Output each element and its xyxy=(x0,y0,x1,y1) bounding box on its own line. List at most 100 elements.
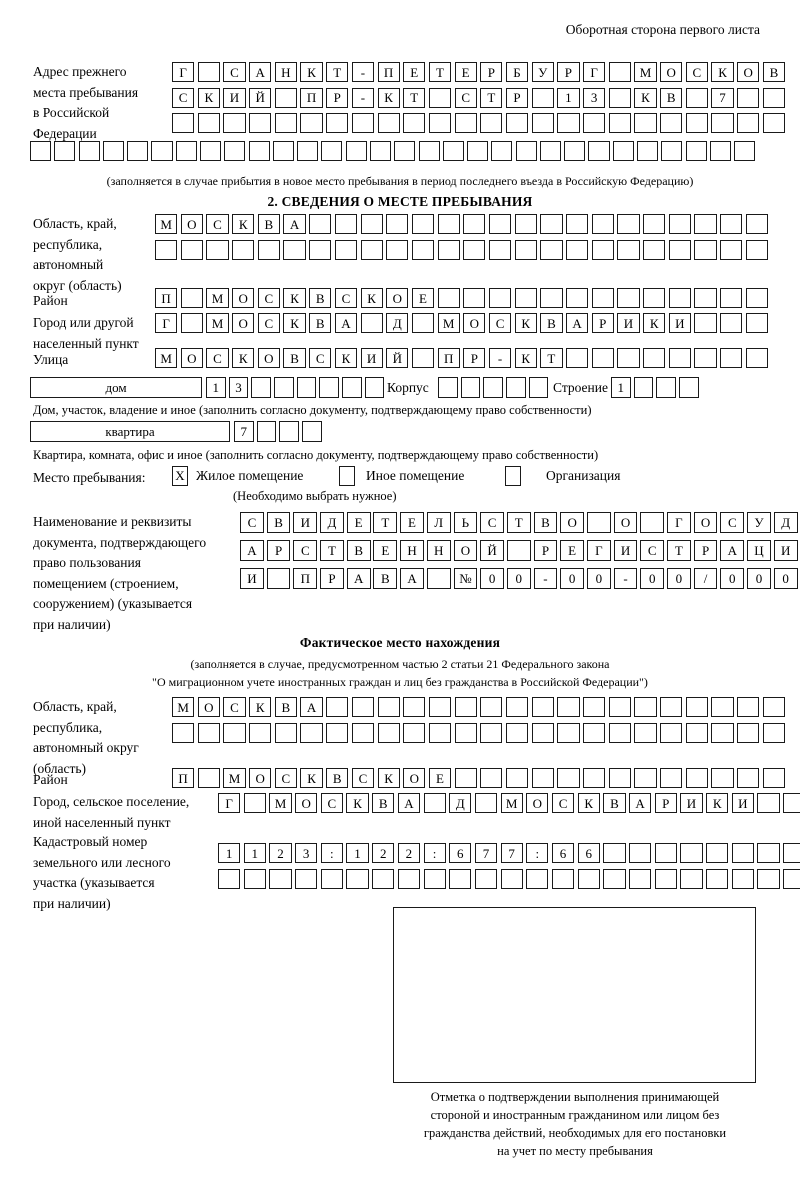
char-cell[interactable]: Р xyxy=(480,62,503,82)
char-cell[interactable]: Г xyxy=(218,793,241,813)
char-cell[interactable] xyxy=(266,568,291,589)
char-cell[interactable]: В xyxy=(533,512,558,533)
char-cell[interactable] xyxy=(634,768,657,788)
char-cell[interactable] xyxy=(557,113,580,133)
char-cell[interactable] xyxy=(428,722,452,743)
char-cell[interactable]: О xyxy=(560,512,585,533)
char-cell[interactable]: Ц xyxy=(747,540,771,561)
char-cell[interactable]: К xyxy=(514,348,537,368)
char-cell[interactable] xyxy=(737,722,760,743)
char-cell[interactable]: № xyxy=(453,568,478,589)
char-cell[interactable]: Р xyxy=(326,87,349,108)
char-cell[interactable]: И xyxy=(731,793,754,813)
char-cell[interactable]: Й xyxy=(249,87,272,108)
char-cell[interactable] xyxy=(295,868,318,889)
char-cell[interactable]: М xyxy=(634,62,657,82)
char-cell[interactable] xyxy=(720,313,743,333)
char-cell[interactable] xyxy=(223,113,246,133)
char-cell[interactable] xyxy=(668,288,691,308)
char-cell[interactable] xyxy=(637,141,659,161)
char-cell[interactable] xyxy=(243,868,266,889)
char-cell[interactable]: 0 xyxy=(773,568,798,589)
char-cell[interactable] xyxy=(557,768,580,788)
char-cell[interactable] xyxy=(551,868,575,889)
char-cell[interactable]: С xyxy=(351,768,374,788)
char-cell[interactable]: 7 xyxy=(711,87,734,108)
char-cell[interactable] xyxy=(172,113,195,133)
char-cell[interactable] xyxy=(283,239,306,260)
char-cell[interactable]: Д xyxy=(320,512,344,533)
char-cell[interactable] xyxy=(403,113,426,133)
char-cell[interactable]: 0 xyxy=(667,568,691,589)
char-cell[interactable]: И xyxy=(223,87,246,108)
stay-type-option-label-1[interactable]: Жилое помещение xyxy=(196,468,304,483)
char-cell[interactable] xyxy=(720,214,743,234)
char-cell[interactable] xyxy=(403,697,426,717)
char-cell[interactable]: - xyxy=(613,568,638,589)
char-cell[interactable] xyxy=(654,843,677,863)
char-cell[interactable] xyxy=(745,239,768,260)
char-cell[interactable]: С xyxy=(293,540,318,561)
char-cell[interactable]: М xyxy=(269,793,292,813)
char-cell[interactable]: В xyxy=(257,214,280,234)
char-cell[interactable]: 1 xyxy=(557,87,580,108)
char-cell[interactable]: О xyxy=(295,793,318,813)
char-cell[interactable]: П xyxy=(377,62,400,82)
char-cell[interactable] xyxy=(127,141,149,161)
char-cell[interactable] xyxy=(531,722,554,743)
char-cell[interactable] xyxy=(588,141,610,161)
char-cell[interactable] xyxy=(583,697,606,717)
char-cell[interactable]: М xyxy=(206,288,229,308)
char-cell[interactable]: Т xyxy=(320,540,344,561)
char-cell[interactable]: К xyxy=(577,793,600,813)
char-cell[interactable] xyxy=(505,697,529,717)
char-cell[interactable] xyxy=(566,214,589,234)
char-cell[interactable] xyxy=(279,421,299,442)
char-cell[interactable] xyxy=(566,348,589,368)
char-cell[interactable] xyxy=(224,141,246,161)
char-cell[interactable] xyxy=(762,113,785,133)
char-cell[interactable] xyxy=(248,141,270,161)
char-cell[interactable]: Е xyxy=(346,512,371,533)
char-cell[interactable] xyxy=(709,141,731,161)
char-cell[interactable] xyxy=(463,214,486,234)
char-cell[interactable] xyxy=(437,288,460,308)
char-cell[interactable]: Р xyxy=(591,313,614,333)
char-cell[interactable]: Н xyxy=(426,540,451,561)
char-cell[interactable] xyxy=(634,113,657,133)
char-cell[interactable] xyxy=(737,87,760,108)
char-cell[interactable]: А xyxy=(240,540,264,561)
char-cell[interactable] xyxy=(437,214,460,234)
char-cell[interactable] xyxy=(612,141,634,161)
char-cell[interactable] xyxy=(372,868,395,889)
char-cell[interactable]: Т xyxy=(480,87,503,108)
char-cell[interactable] xyxy=(505,768,529,788)
char-cell[interactable]: С xyxy=(223,697,246,717)
char-cell[interactable]: Е xyxy=(411,288,435,308)
char-cell[interactable] xyxy=(377,113,400,133)
char-cell[interactable]: А xyxy=(400,568,424,589)
char-cell[interactable]: Д xyxy=(449,793,472,813)
char-cell[interactable] xyxy=(762,87,785,108)
char-cell[interactable]: К xyxy=(643,313,666,333)
char-cell[interactable] xyxy=(685,697,708,717)
char-cell[interactable]: А xyxy=(300,697,323,717)
char-cell[interactable] xyxy=(531,697,554,717)
char-cell[interactable]: Д xyxy=(773,512,798,533)
char-cell[interactable] xyxy=(403,722,426,743)
char-cell[interactable] xyxy=(694,239,717,260)
char-cell[interactable] xyxy=(711,768,734,788)
char-cell[interactable]: Р xyxy=(505,87,529,108)
char-cell[interactable] xyxy=(480,697,503,717)
char-cell[interactable] xyxy=(394,141,416,161)
char-cell[interactable] xyxy=(386,239,409,260)
char-cell[interactable] xyxy=(557,722,580,743)
char-cell[interactable] xyxy=(757,868,780,889)
char-cell[interactable] xyxy=(428,697,452,717)
char-cell[interactable]: Е xyxy=(403,62,426,82)
char-cell[interactable] xyxy=(617,288,640,308)
char-cell[interactable] xyxy=(608,87,631,108)
char-cell[interactable] xyxy=(326,113,349,133)
char-cell[interactable] xyxy=(180,313,203,333)
char-cell[interactable] xyxy=(151,141,173,161)
